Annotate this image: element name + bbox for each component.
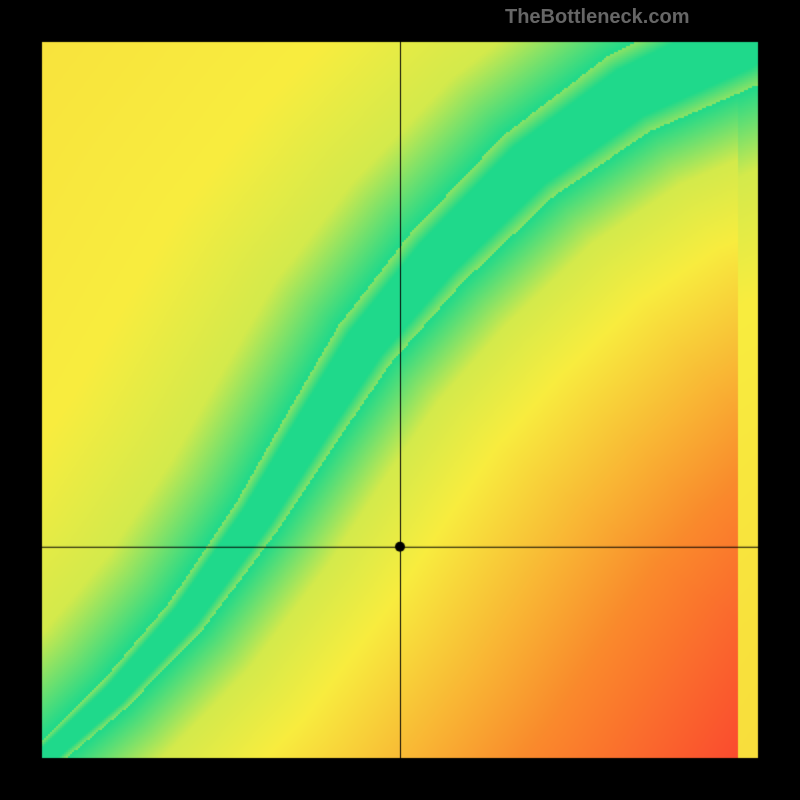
heatmap-canvas — [0, 0, 800, 800]
attribution-watermark: TheBottleneck.com — [505, 6, 689, 29]
